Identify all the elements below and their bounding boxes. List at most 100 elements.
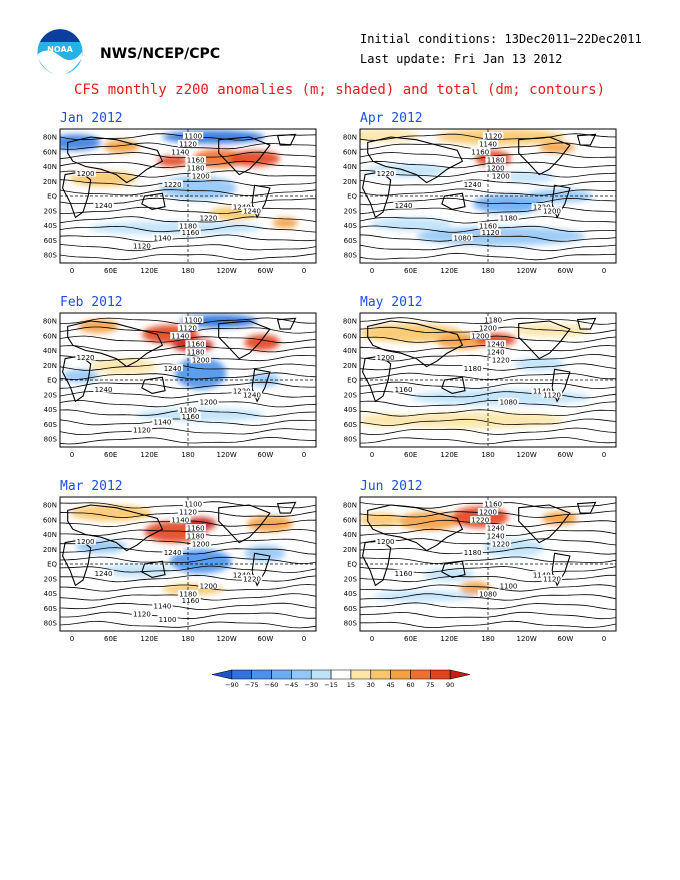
map-frame [359,496,617,632]
lon-tick-label: 60W [557,267,573,275]
coastline [218,136,271,176]
colorbar-tick-label: −75 [245,681,259,689]
lon-tick-label: 120W [517,267,537,275]
lat-tick-label: 40N [43,347,57,355]
lon-tick-label: 120W [517,635,537,643]
colorbar-tick-label: 15 [347,681,355,689]
lon-tick-label: 0 [70,451,74,459]
contour-label: 1120 [133,610,151,618]
colorbar-swatch [251,669,272,680]
lat-tick-label: 20N [43,362,57,370]
colorbar-swatch [271,669,292,680]
contour-label: 1140 [171,333,189,341]
lat-tick-label: EQ [347,377,357,385]
height-contour [360,151,616,160]
lat-tick-label: 80S [344,620,358,628]
contour-label: 1200 [77,538,95,546]
lon-tick-label: 60W [257,451,273,459]
lon-tick-label: 180 [181,635,194,643]
coastline [367,320,464,368]
height-contour [60,243,316,252]
height-contour [60,363,316,371]
coastline [67,136,164,184]
contour-label: 1220 [164,181,182,189]
lon-tick-label: 120E [440,267,458,275]
map-frame [359,128,617,264]
coastline [67,320,164,368]
lat-tick-label: 20N [43,546,57,554]
contour-label: 1160 [187,525,205,533]
contour-label: 1200 [471,333,489,341]
contour-label: 1200 [192,541,210,549]
contour-label: 1160 [187,341,205,349]
lon-tick-label: 60W [257,267,273,275]
colorbar-swatch [350,669,372,680]
height-contour [60,436,316,445]
colorbar-swatch [410,669,431,680]
organization-name: NWS/NCEP/CPC [100,46,221,62]
colorbar: −90 −75 −60 −45 −30 −15 15 30 45 60 75 90 [211,669,471,689]
map-frame [59,496,317,632]
height-contour [60,400,316,408]
colorbar-tick-label: −30 [304,681,318,689]
lon-tick-label: 0 [602,451,606,459]
lat-tick-label: 40S [44,406,58,414]
contour-label: 1200 [479,509,497,517]
lon-tick-label: 60E [404,451,417,459]
lon-tick-label: 120E [440,635,458,643]
contour-label: 1080 [453,234,471,242]
contour-label: 1200 [200,582,218,590]
lon-tick-label: 120E [140,267,158,275]
lat-tick-label: 60N [343,516,357,524]
lon-tick-label: 0 [370,267,374,275]
height-contour [360,252,616,261]
height-contour [60,427,316,436]
height-contour [360,584,616,592]
panel-title: Feb 2012 [60,295,123,310]
contour-label: 1180 [464,549,482,557]
contour-label: 1160 [395,570,413,578]
lat-tick-label: 20S [344,391,358,399]
height-contour [360,244,616,252]
contour-label: 1240 [233,204,251,212]
lon-tick-label: 0 [602,635,606,643]
contour-label: 1160 [479,222,497,230]
lon-tick-label: 0 [70,267,74,275]
lat-tick-label: 20S [44,207,58,215]
contour-label: 1220 [200,214,218,222]
height-contour [360,160,616,169]
contour-label: 1100 [184,317,202,325]
lat-tick-label: 80N [43,502,57,510]
contour-label: 1240 [487,533,505,541]
lon-tick-label: 180 [181,451,194,459]
lat-tick-label: EQ [347,561,357,569]
lat-tick-label: 60N [43,516,57,524]
lon-tick-label: 120E [440,451,458,459]
contour-label: 1100 [159,616,177,624]
figure-title: CFS monthly z200 anomalies (m; shaded) a… [74,82,606,98]
lat-tick-label: 60N [343,148,357,156]
lat-tick-label: 40N [43,531,57,539]
lat-tick-label: 60S [44,421,58,429]
last-update: Last update: Fri Jan 13 2012 [360,52,563,66]
contour-label: 1200 [192,357,210,365]
lon-tick-label: 0 [370,451,374,459]
contour-label: 1160 [187,157,205,165]
contour-label: 1200 [492,173,510,181]
lon-tick-label: 60E [404,267,417,275]
coastline [441,376,466,394]
height-contour [360,206,616,215]
lat-tick-label: 40N [343,163,357,171]
height-contour [360,556,616,564]
contour-label: 1160 [182,597,200,605]
coastline [576,133,597,146]
contour-label: 1120 [543,576,561,584]
panel-title: May 2012 [360,295,423,310]
lon-tick-label: 60W [557,635,573,643]
contour-label: 1080 [500,398,518,406]
coastline [141,192,166,210]
coastline [276,133,297,146]
contour-label: 1240 [487,341,505,349]
